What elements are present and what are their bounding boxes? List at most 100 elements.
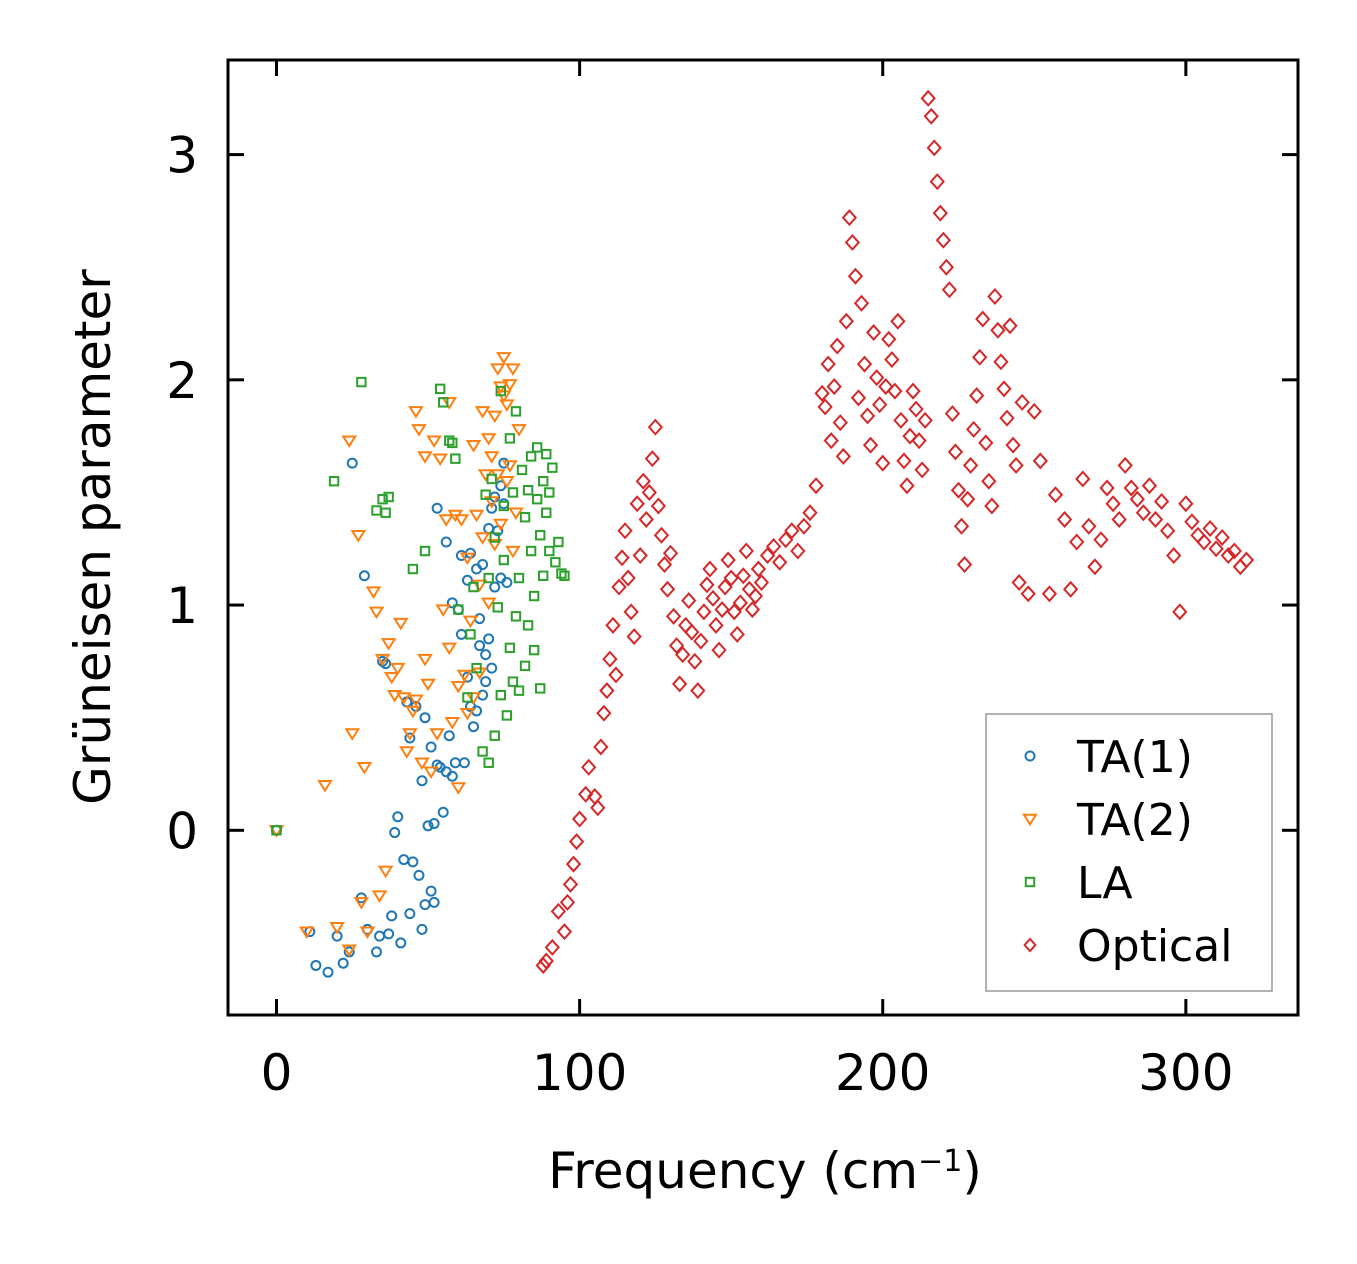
data-point (875, 454, 891, 472)
data-point (884, 351, 900, 369)
data-point (820, 355, 836, 373)
data-point (419, 899, 431, 911)
data-point (346, 457, 358, 469)
data-point (826, 378, 842, 396)
data-point (920, 89, 936, 107)
data-point (887, 382, 903, 400)
data-point (483, 757, 494, 768)
data-point (568, 833, 585, 851)
data-point (923, 107, 939, 125)
data-point (823, 432, 839, 450)
data-point (1196, 533, 1212, 551)
data-point (1075, 470, 1091, 488)
data-point (498, 500, 510, 512)
data-point (996, 380, 1012, 398)
data-point (408, 694, 424, 707)
data-point (519, 660, 531, 672)
data-point (1111, 510, 1127, 528)
data-point (890, 312, 906, 330)
data-point (938, 258, 955, 276)
data-point (434, 383, 446, 395)
data-point (474, 406, 491, 419)
data-point (959, 490, 976, 508)
data-point (477, 559, 489, 571)
data-point (483, 522, 495, 534)
data-point (705, 589, 721, 607)
data-point (753, 574, 770, 592)
data-point (399, 746, 415, 759)
data-point (850, 389, 867, 407)
data-point (465, 629, 476, 640)
data-point (932, 204, 948, 222)
legend-marker (1022, 813, 1038, 827)
data-point (559, 570, 570, 581)
data-point (513, 572, 525, 584)
data-point (1047, 486, 1064, 504)
data-point (541, 507, 552, 518)
data-point (468, 509, 485, 523)
data-point (905, 382, 921, 400)
data-point (422, 820, 434, 832)
data-point (984, 497, 1000, 515)
data-point (638, 510, 654, 528)
data-point (596, 704, 612, 722)
data-point (556, 568, 567, 579)
data-point (271, 825, 282, 836)
data-point (489, 581, 501, 593)
data-point (420, 678, 436, 692)
data-point (829, 337, 845, 355)
data-point (450, 680, 467, 694)
data-point (614, 549, 630, 567)
data-point (508, 507, 524, 521)
data-point (990, 321, 1006, 339)
legend-marker (1023, 937, 1037, 953)
data-point (495, 385, 507, 397)
data-point (599, 682, 615, 700)
data-point (489, 532, 500, 543)
data-point (632, 547, 648, 565)
data-point (435, 604, 452, 617)
data-point (1081, 517, 1097, 535)
data-point (486, 410, 503, 424)
data-point (544, 487, 555, 498)
data-point (317, 780, 333, 793)
data-point (383, 671, 400, 685)
data-point (1202, 519, 1218, 537)
data-point (459, 552, 476, 566)
data-point (659, 580, 676, 598)
data-point (1002, 317, 1018, 335)
data-point (878, 378, 894, 396)
data-point (374, 930, 386, 942)
data-point (1105, 495, 1121, 513)
data-point (832, 414, 848, 432)
data-point (978, 434, 994, 452)
data-point (344, 728, 361, 741)
data-point (702, 560, 718, 578)
data-point (759, 547, 776, 565)
data-point (449, 757, 461, 769)
data-point (538, 952, 554, 970)
data-point (486, 473, 497, 485)
data-point (504, 433, 516, 444)
legend: TA(1) TA(2) LA Optical (985, 713, 1273, 992)
data-point (1135, 504, 1152, 522)
data-point (407, 563, 419, 575)
data-point (538, 475, 549, 487)
legend-label: TA(1) (1076, 732, 1193, 783)
plot-axes: 0 100 200 300 0 1 2 3 (166, 60, 1298, 1102)
data-point (565, 855, 582, 873)
data-point (505, 363, 521, 376)
data-point (841, 209, 858, 227)
x-tick-label: 200 (835, 1044, 930, 1102)
data-point (416, 775, 428, 787)
data-point (1190, 526, 1206, 544)
data-point (547, 462, 558, 473)
data-point (371, 505, 382, 516)
data-point (413, 869, 425, 881)
data-point (425, 885, 437, 897)
data-point (899, 477, 915, 495)
data-point (699, 576, 715, 594)
data-point (671, 675, 688, 693)
data-point (371, 890, 388, 903)
data-point (678, 616, 694, 634)
